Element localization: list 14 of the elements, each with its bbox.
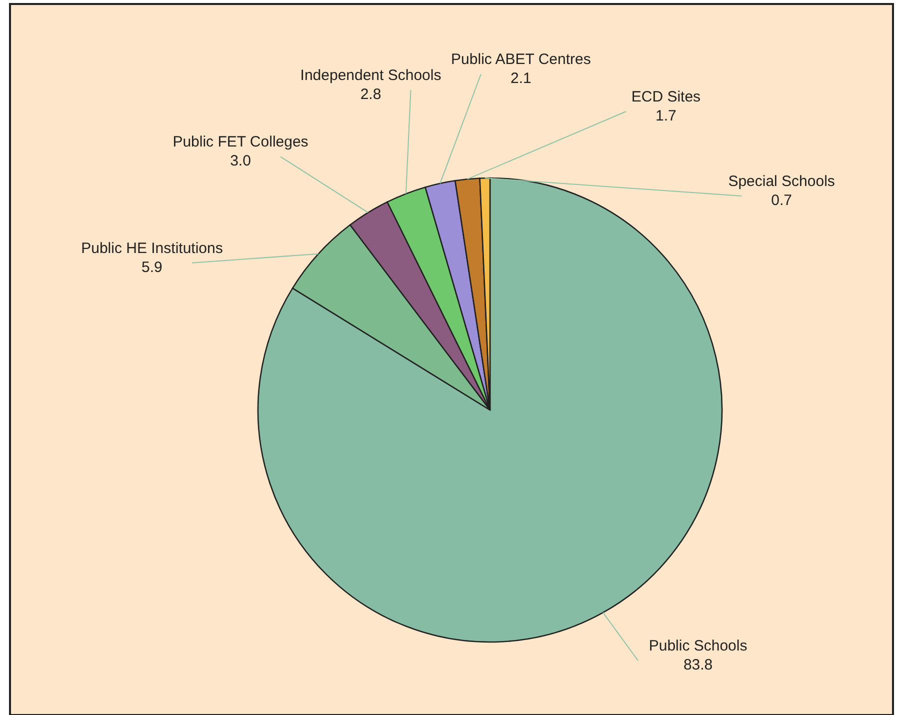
data-label: 5.9 xyxy=(142,258,162,276)
slice-label: Independent Schools xyxy=(300,67,442,84)
slice-label: Public HE Institutions xyxy=(81,240,223,257)
slice-label: Special Schools xyxy=(728,172,835,190)
data-label: 1.7 xyxy=(656,108,676,125)
data-label: 83.8 xyxy=(683,656,713,674)
slice-label: Public FET Colleges xyxy=(172,134,308,151)
data-label: 2.8 xyxy=(360,86,382,104)
slice-label: Public Schools xyxy=(648,638,748,655)
data-label: 3.0 xyxy=(230,152,251,170)
slice-label: ECD Sites xyxy=(631,88,701,106)
data-label: 2.1 xyxy=(510,70,532,88)
data-label: 0.7 xyxy=(771,192,792,209)
slice-label: Public ABET Centres xyxy=(451,51,591,68)
